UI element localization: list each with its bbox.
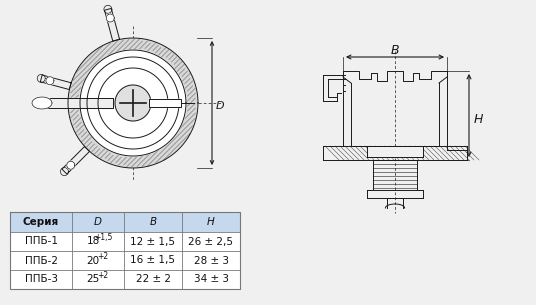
Polygon shape — [68, 38, 198, 168]
Bar — [10, 212, 240, 289]
Polygon shape — [46, 98, 113, 108]
Text: ППБ-2: ППБ-2 — [25, 256, 57, 265]
Text: D: D — [216, 101, 225, 111]
Polygon shape — [106, 14, 114, 22]
Text: 12 ± 1,5: 12 ± 1,5 — [130, 236, 175, 246]
Text: Серия: Серия — [23, 217, 59, 227]
Text: 28 ± 3: 28 ± 3 — [193, 256, 228, 265]
Text: B: B — [391, 44, 399, 56]
Text: H: H — [207, 217, 215, 227]
Text: 26 ± 2,5: 26 ± 2,5 — [189, 236, 234, 246]
Polygon shape — [80, 50, 186, 156]
Text: 16 ± 1,5: 16 ± 1,5 — [130, 256, 175, 265]
Text: 18: 18 — [86, 236, 100, 246]
Polygon shape — [115, 85, 151, 121]
Bar — [10, 212, 240, 232]
Polygon shape — [87, 57, 179, 149]
Text: 34 ± 3: 34 ± 3 — [193, 274, 228, 285]
Text: +1,5: +1,5 — [94, 233, 112, 242]
Text: ППБ-1: ППБ-1 — [25, 236, 57, 246]
Text: H: H — [474, 113, 483, 126]
Text: B: B — [150, 217, 157, 227]
Polygon shape — [68, 38, 198, 168]
Text: +2: +2 — [98, 271, 109, 280]
Polygon shape — [32, 97, 52, 109]
Polygon shape — [104, 5, 112, 13]
Text: 25: 25 — [86, 274, 100, 285]
Polygon shape — [149, 99, 181, 107]
Polygon shape — [61, 167, 69, 176]
Polygon shape — [368, 147, 422, 157]
Polygon shape — [105, 9, 120, 41]
Polygon shape — [46, 77, 54, 85]
Text: +2: +2 — [98, 252, 109, 261]
Text: 20: 20 — [86, 256, 100, 265]
Text: ППБ-3: ППБ-3 — [25, 274, 57, 285]
Polygon shape — [67, 161, 75, 169]
Text: 22 ± 2: 22 ± 2 — [136, 274, 170, 285]
Text: D: D — [94, 217, 102, 227]
Polygon shape — [37, 74, 45, 82]
Polygon shape — [40, 75, 71, 90]
Polygon shape — [62, 146, 90, 174]
